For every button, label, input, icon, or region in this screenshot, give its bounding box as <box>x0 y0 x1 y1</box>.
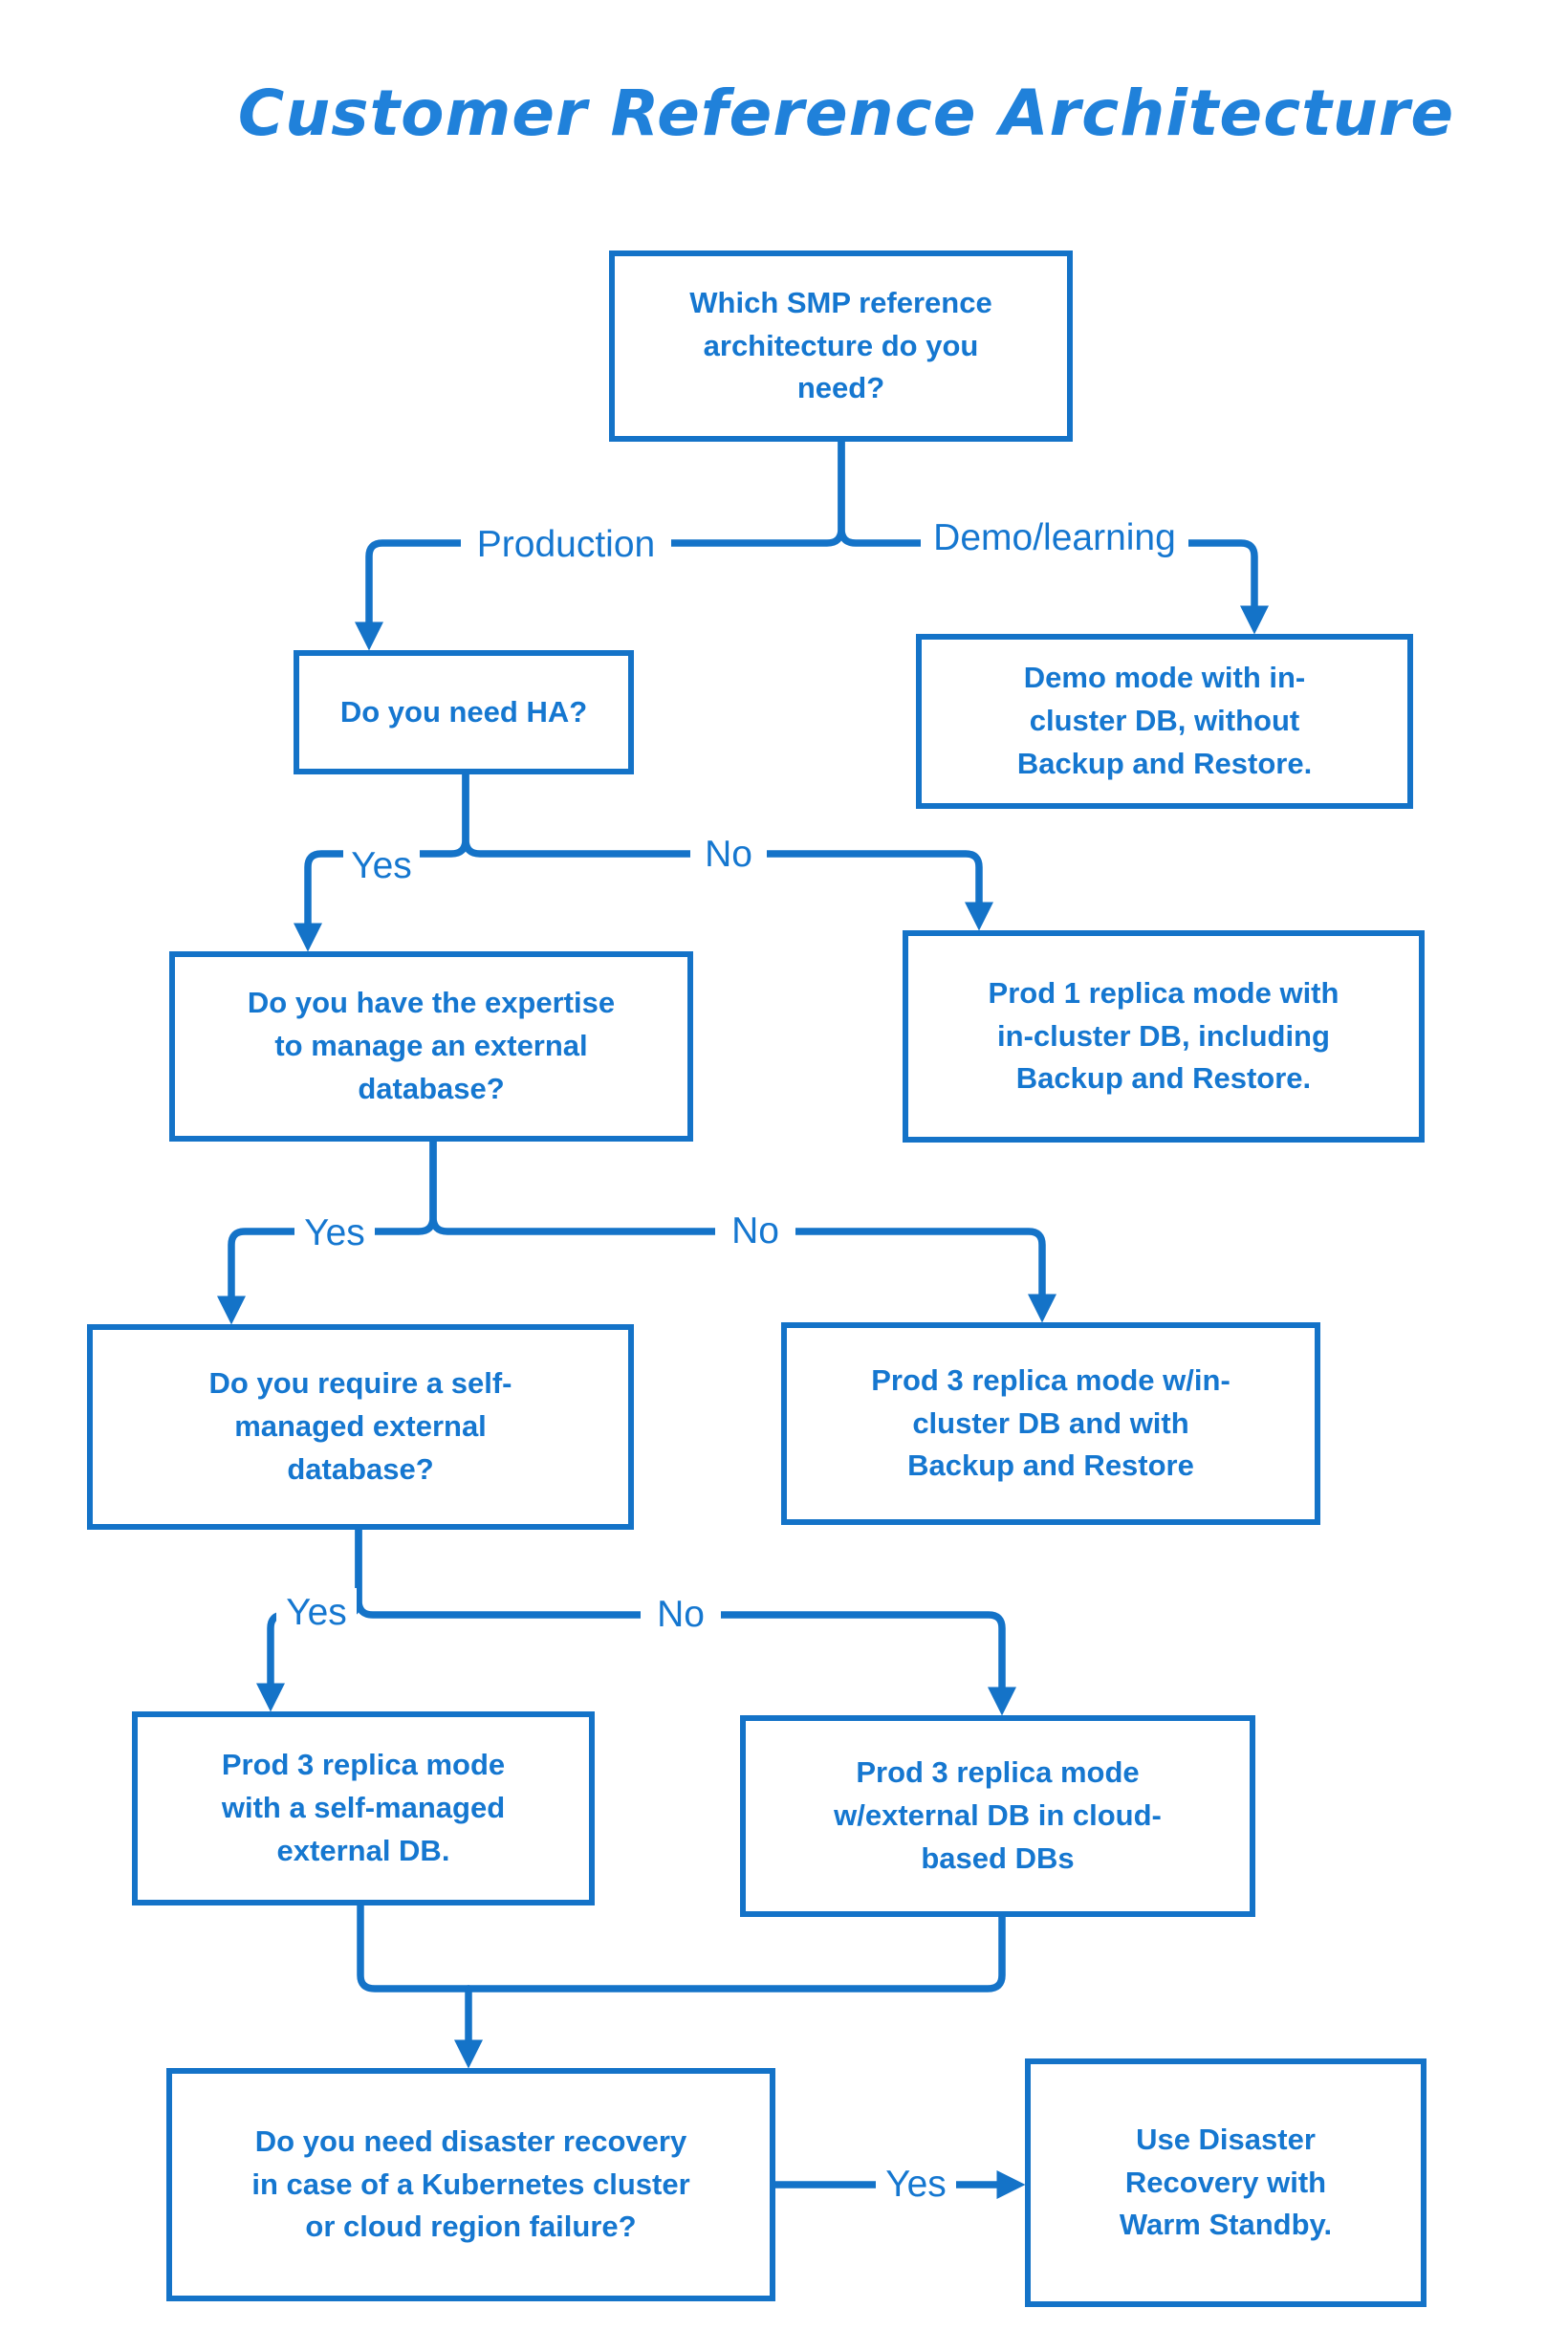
edge-label-demo-learning: Demo/learning <box>921 513 1188 563</box>
decision-disaster-recovery: Do you need disaster recovery in case of… <box>166 2068 775 2301</box>
decision-need-ha: Do you need HA? <box>294 650 634 774</box>
edge-label-dr-yes: Yes <box>876 2160 956 2210</box>
outcome-prod-1-replica-in-cluster: Prod 1 replica mode with in-cluster DB, … <box>903 930 1425 1143</box>
edge-label-expertise-no: No <box>715 1207 795 1256</box>
edge-label-expertise-yes: Yes <box>294 1209 375 1258</box>
decision-self-managed-db: Do you require a self- managed external … <box>87 1324 634 1530</box>
outcome-demo-mode: Demo mode with in- cluster DB, without B… <box>916 634 1413 809</box>
edge-label-selfmanaged-no: No <box>641 1590 721 1640</box>
edge-label-production: Production <box>461 520 671 570</box>
outcome-prod-3-replica-in-cluster: Prod 3 replica mode w/in- cluster DB and… <box>781 1322 1320 1525</box>
connector-merge-left <box>357 1902 472 1992</box>
connector-merge-right <box>465 1913 1006 1992</box>
outcome-prod-3-cloud-db: Prod 3 replica mode w/external DB in clo… <box>740 1715 1255 1917</box>
edge-label-ha-no: No <box>690 830 767 880</box>
edge-label-ha-yes: Yes <box>343 841 420 891</box>
decision-external-db-expertise: Do you have the expertise to manage an e… <box>169 951 693 1142</box>
outcome-prod-3-self-managed: Prod 3 replica mode with a self-managed … <box>132 1711 595 1905</box>
outcome-dr-warm-standby: Use Disaster Recovery with Warm Standby. <box>1025 2058 1426 2307</box>
edge-label-selfmanaged-yes: Yes <box>276 1588 357 1638</box>
decision-which-architecture: Which SMP reference architecture do you … <box>609 250 1073 442</box>
page-title: Customer Reference Architecture <box>237 76 1455 150</box>
